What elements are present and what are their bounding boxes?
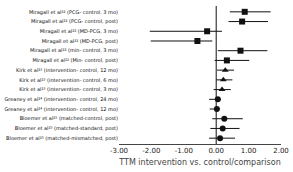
svg-text:Miragall et al²² (PCG- control: Miragall et al²² (PCG- control, post) — [31, 18, 118, 25]
svg-text:0.00: 0.00 — [208, 147, 224, 155]
svg-text:1.00: 1.00 — [241, 147, 257, 155]
svg-text:Kirk et al²³ (intervention- co: Kirk et al²³ (intervention- control, 12 … — [16, 67, 118, 73]
svg-text:-3.00: -3.00 — [110, 147, 128, 155]
svg-text:Miragall et al²² (Min- control: Miragall et al²² (Min- control, post) — [32, 57, 118, 64]
svg-text:Miragall et al²² (MD-PCG, post: Miragall et al²² (MD-PCG, post) — [42, 38, 118, 45]
svg-text:Greaney et al²⁴ (intervention-: Greaney et al²⁴ (intervention- control, … — [4, 96, 118, 103]
svg-text:Kirk et al²³ (intervention- co: Kirk et al²³ (intervention- control, 6 m… — [19, 77, 118, 83]
svg-text:Greaney et al²⁴ (intervention-: Greaney et al²⁴ (intervention- control, … — [4, 106, 118, 113]
svg-text:Kirk et al²³ (intervention- co: Kirk et al²³ (intervention- control, 3 m… — [19, 86, 118, 92]
svg-text:Bloemer et al²⁵ (matched-stand: Bloemer et al²⁵ (matched-standard, post) — [15, 125, 118, 132]
svg-text:-1.00: -1.00 — [175, 147, 193, 155]
svg-text:-2.00: -2.00 — [142, 147, 160, 155]
svg-text:Miragall et al²² (PCG- control: Miragall et al²² (PCG- control, 3 mo) — [29, 9, 118, 16]
svg-text:Bloemer et al²⁵ (matched-misma: Bloemer et al²⁵ (matched-mismatched, pos… — [6, 135, 118, 142]
svg-text:Miragall et al²² (MD-PCG, 3 mo: Miragall et al²² (MD-PCG, 3 mo) — [40, 28, 118, 35]
svg-text:Miragall et al²² (min- control: Miragall et al²² (min- control, 3 mo) — [30, 47, 118, 54]
svg-text:Bloemer et al²⁵ (matched-contr: Bloemer et al²⁵ (matched-control, post) — [20, 115, 118, 122]
svg-text:2.00: 2.00 — [273, 147, 289, 155]
svg-text:TTM intervention vs. control/c: TTM intervention vs. control/comparison — [118, 158, 280, 167]
